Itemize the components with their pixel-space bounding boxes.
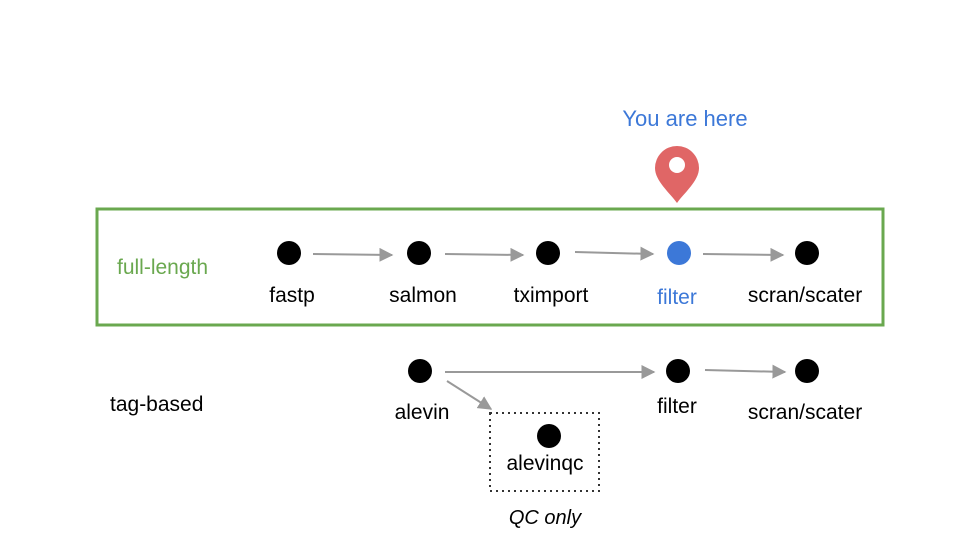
qc-only-note: QC only	[508, 507, 582, 529]
full-length-box	[95, 207, 885, 327]
step-label-alevin: alevin	[394, 401, 450, 424]
arrow-alevin-alevinqc	[446, 380, 493, 410]
step-label-scran-scater-tag: scran/scater	[747, 401, 863, 424]
node-tximport	[536, 241, 560, 265]
arrow-salmon-tximport	[444, 247, 525, 262]
step-label-salmon: salmon	[389, 284, 457, 307]
step-label-alevinqc: alevinqc	[506, 452, 584, 475]
qc-only-box	[489, 412, 600, 492]
node-alevinqc	[537, 424, 561, 448]
arrow-filter-scran-tag	[704, 364, 787, 379]
node-scran-scater	[795, 241, 819, 265]
you-are-here-caption: You are here	[622, 106, 748, 131]
node-filter-tag	[666, 359, 690, 383]
arrow-tximport-filter	[574, 246, 655, 261]
tag-based-label: tag-based	[110, 393, 204, 416]
location-pin-icon	[655, 146, 699, 203]
step-label-filter-tag: filter	[657, 395, 697, 418]
step-label-tximport: tximport	[513, 284, 589, 307]
step-label-fastp: fastp	[269, 284, 315, 307]
node-alevin	[408, 359, 432, 383]
arrow-fastp-salmon	[312, 247, 394, 262]
step-label-scran-scater: scran/scater	[747, 284, 863, 307]
node-fastp	[277, 241, 301, 265]
full-length-label: full-length	[117, 256, 209, 279]
step-label-filter-current: filter	[657, 286, 697, 309]
node-salmon	[407, 241, 431, 265]
node-filter-current	[667, 241, 691, 265]
node-scran-scater-tag	[795, 359, 819, 383]
arrow-filter-scran	[702, 247, 785, 262]
